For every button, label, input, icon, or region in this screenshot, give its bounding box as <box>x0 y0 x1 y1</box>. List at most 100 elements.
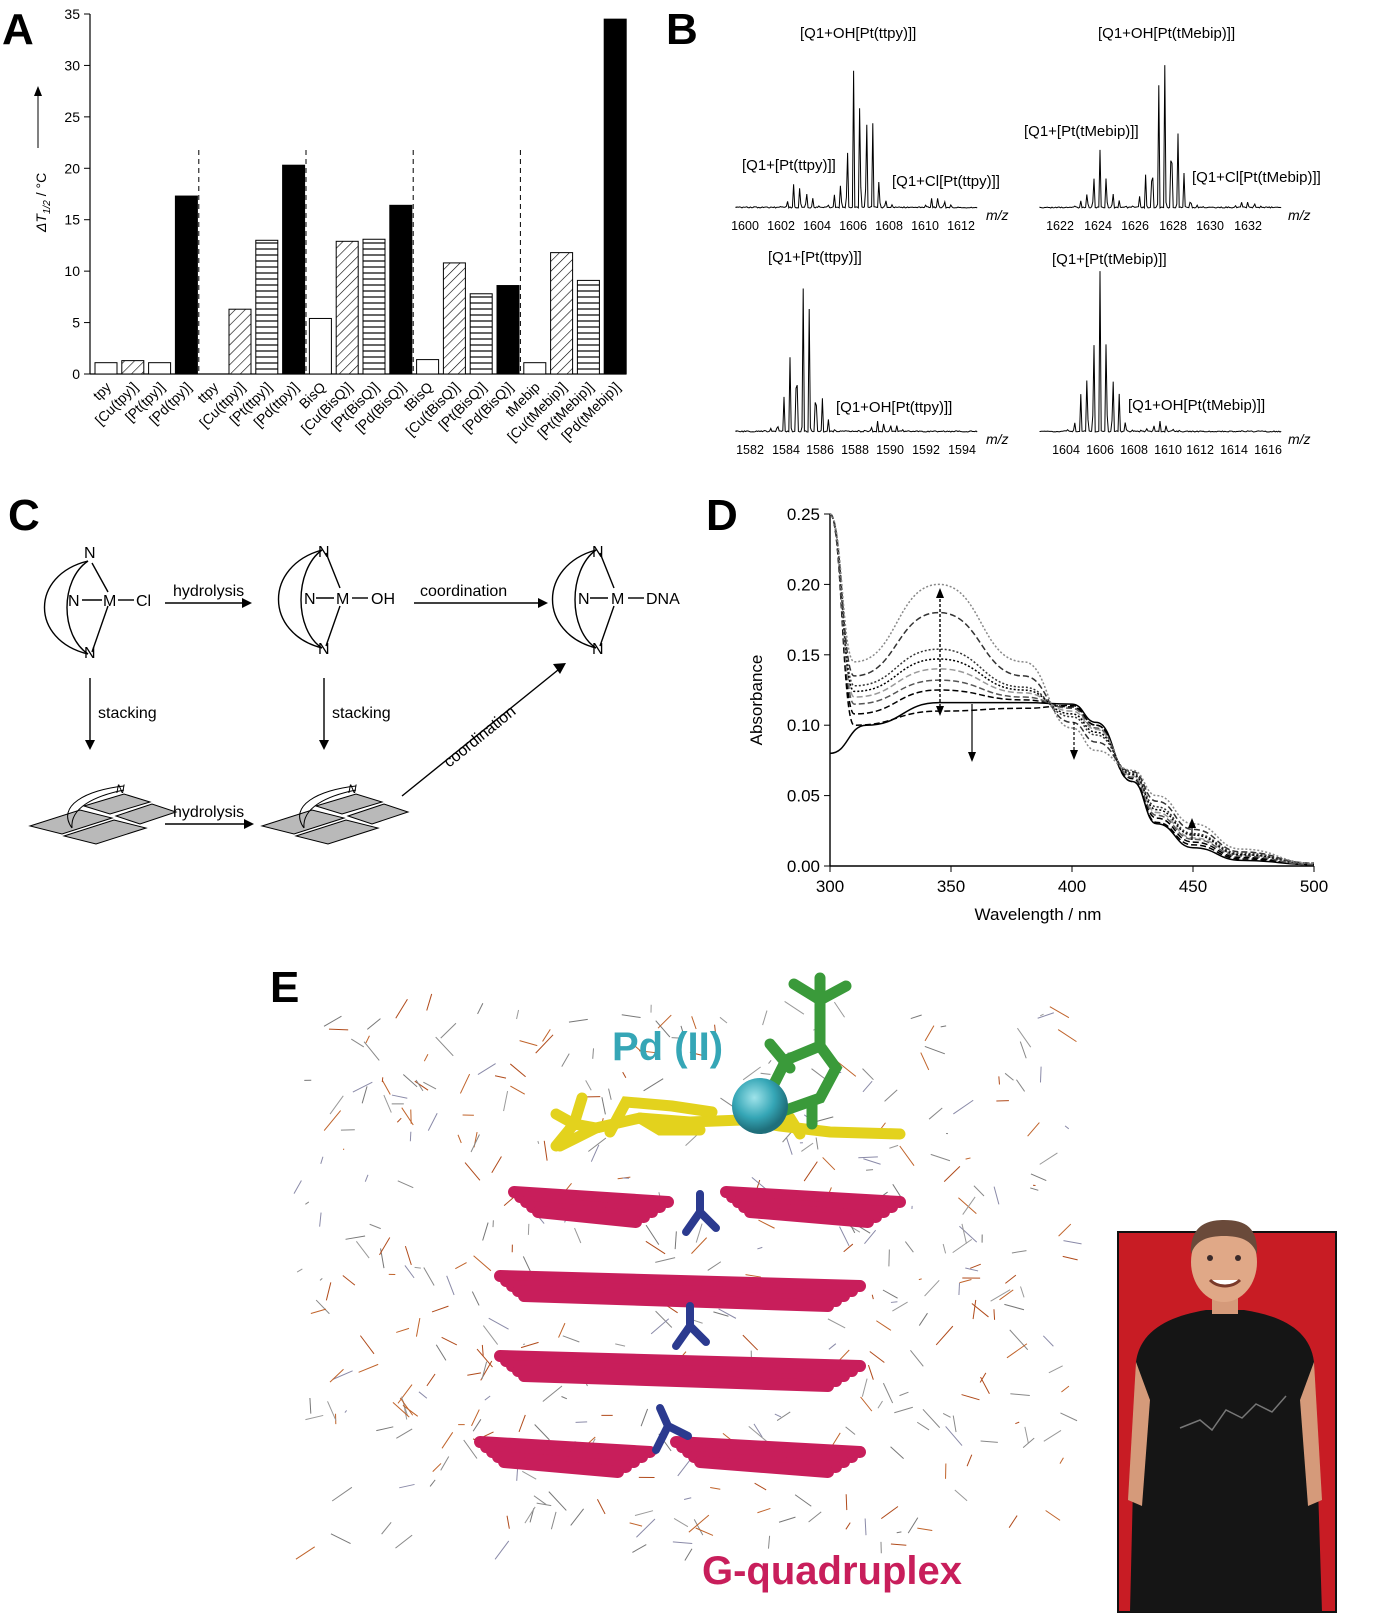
wireframe-bond <box>846 1494 847 1510</box>
wireframe-bond <box>1049 1366 1063 1373</box>
panel-d-y-tick-label: 0.15 <box>787 646 820 665</box>
wireframe-bond <box>427 1374 435 1386</box>
wireframe-bond <box>536 1035 553 1053</box>
wireframe-bond <box>804 1162 817 1181</box>
panel-label-d: D <box>706 491 738 540</box>
wireframe-bond <box>974 1186 984 1196</box>
wireframe-bond <box>510 1086 524 1094</box>
wireframe-bond <box>1005 1275 1016 1283</box>
wireframe-bond <box>1028 1123 1040 1137</box>
wireframe-bond <box>973 1300 976 1319</box>
wireframe-bond <box>543 1386 562 1401</box>
wireframe-bond <box>622 1015 641 1018</box>
bar <box>283 165 305 374</box>
wireframe-bond <box>749 1426 768 1442</box>
panel-a-y-tick-label: 25 <box>64 109 80 125</box>
label-stacking-right: stacking <box>332 705 391 722</box>
spectrum-tick-label: 1582 <box>736 443 764 457</box>
panel-d-trend-arrows <box>936 588 1196 840</box>
wireframe-bond <box>646 1241 665 1253</box>
wireframe-bond <box>962 1224 966 1244</box>
wireframe-bond <box>943 1244 945 1253</box>
wireframe-bond <box>881 1507 898 1519</box>
wireframe-bond <box>485 1396 490 1400</box>
wireframe-bond <box>495 1541 509 1559</box>
wireframe-bond <box>333 1371 353 1380</box>
n-atom-mid-3: N <box>578 591 590 608</box>
wireframe-bond <box>365 1175 368 1182</box>
wireframe-bond <box>615 1344 625 1346</box>
wireframe-bond <box>1044 1430 1061 1441</box>
panel-d-x-tick-label: 500 <box>1300 877 1328 896</box>
wireframe-bond <box>862 1379 867 1397</box>
wireframe-bond <box>392 1095 407 1098</box>
wireframe-bond <box>893 1184 901 1197</box>
spectrum-tick-label: 1586 <box>806 443 834 457</box>
panel-label-c: C <box>8 491 40 540</box>
wireframe-bond <box>900 1146 914 1166</box>
bar <box>309 318 331 374</box>
wireframe-bond <box>944 1166 960 1181</box>
wireframe-bond <box>955 1490 967 1501</box>
bar <box>122 361 144 374</box>
spectrum-tick-label: 1612 <box>1186 443 1214 457</box>
spectrum-tick-label: 1594 <box>948 443 976 457</box>
wireframe-bond <box>563 1336 580 1342</box>
wireframe-bond <box>846 1523 850 1530</box>
label-stacking-left: stacking <box>98 705 157 722</box>
photo-eye-right <box>1235 1255 1241 1261</box>
mass-spectrum-2: 1622 1624 1626 1628 1630 1632m/z[Q1+OH[Pt(tMe… <box>1024 25 1321 233</box>
mass-spectrum-1: 1600 1602 1604 1606 1608 1610 1612m/z[Q1+OH[Pt… <box>731 25 1008 233</box>
wireframe-bond <box>329 1029 348 1030</box>
panel-d-absorbance-chart: 300 350 400 450 5000.000.050.100.150.200.25 … <box>747 505 1328 924</box>
wireframe-bond <box>328 1401 336 1420</box>
wireframe-bond <box>795 1495 811 1507</box>
g-quartet-layer-2 <box>500 1276 860 1306</box>
wireframe-bond <box>891 1447 904 1459</box>
wireframe-bond <box>746 1275 761 1277</box>
wireframe-bond <box>1040 1067 1041 1083</box>
wireframe-bond <box>1015 1422 1019 1424</box>
wireframe-bond <box>549 1492 566 1511</box>
wireframe-bond <box>522 1471 536 1479</box>
wireframe-bond <box>1030 1188 1038 1190</box>
wireframe-bond <box>981 1377 990 1394</box>
wireframe-bond <box>297 1269 302 1272</box>
spectrum-tick-label: 1608 <box>1120 443 1148 457</box>
spectrum-peak-label: [Q1+[Pt(tMebip)]] <box>1024 123 1139 140</box>
spectrum-peak-label: [Q1+[Pt(tMebip)]] <box>1052 251 1167 268</box>
spectrum-tick-label: 1622 <box>1046 219 1074 233</box>
wireframe-bond <box>981 1441 998 1442</box>
wireframe-bond <box>393 1402 409 1417</box>
bar <box>95 363 117 374</box>
wireframe-bond <box>376 1427 393 1431</box>
wireframe-bond <box>593 1048 594 1058</box>
complex-hydroxide <box>279 550 369 648</box>
wireframe-bond <box>326 1282 330 1300</box>
wireframe-bond <box>925 1046 945 1053</box>
wireframe-bond <box>305 1202 308 1204</box>
wireframe-bond <box>482 1345 483 1356</box>
wireframe-bond <box>332 1487 352 1501</box>
panel-d-x-tick-label: 450 <box>1179 877 1207 896</box>
wireframe-bond <box>396 1429 412 1438</box>
wireframe-bond <box>636 1519 655 1537</box>
wireframe-bond <box>1005 1073 1013 1080</box>
wireframe-bond <box>761 1073 771 1074</box>
wireframe-bond <box>866 1170 873 1171</box>
panel-label-a: A <box>2 5 34 54</box>
wireframe-bond <box>382 1077 383 1082</box>
panel-d-x-label: Wavelength / nm <box>975 905 1102 924</box>
wireframe-bond <box>921 1053 929 1070</box>
wireframe-bond <box>673 1542 692 1544</box>
g-quadruplex-label: G-quadruplex <box>702 1549 962 1593</box>
wireframe-bond <box>360 1336 374 1354</box>
spectrum-peak-label: [Q1+Cl[Pt(tMebip)]] <box>1192 169 1321 186</box>
wireframe-bond <box>405 1265 414 1277</box>
photo-tshirt <box>1130 1310 1322 1612</box>
wireframe-bond <box>656 1311 672 1327</box>
wireframe-bond <box>384 1095 391 1113</box>
wireframe-bond <box>331 1534 351 1544</box>
wireframe-bond <box>763 1011 767 1025</box>
panel-d-x-tick-label: 300 <box>816 877 844 896</box>
